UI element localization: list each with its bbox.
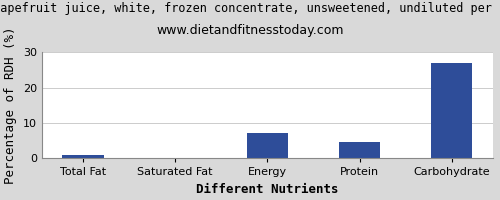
Bar: [62, 155, 104, 158]
Bar: [431, 63, 472, 158]
Bar: [246, 133, 288, 158]
Bar: [339, 142, 380, 158]
Y-axis label: Percentage of RDH (%): Percentage of RDH (%): [4, 26, 17, 184]
Text: www.dietandfitnesstoday.com: www.dietandfitnesstoday.com: [156, 24, 344, 37]
X-axis label: Different Nutrients: Different Nutrients: [196, 183, 338, 196]
Text: grapefruit juice, white, frozen concentrate, unsweetened, undiluted per 10: grapefruit juice, white, frozen concentr…: [0, 2, 500, 15]
